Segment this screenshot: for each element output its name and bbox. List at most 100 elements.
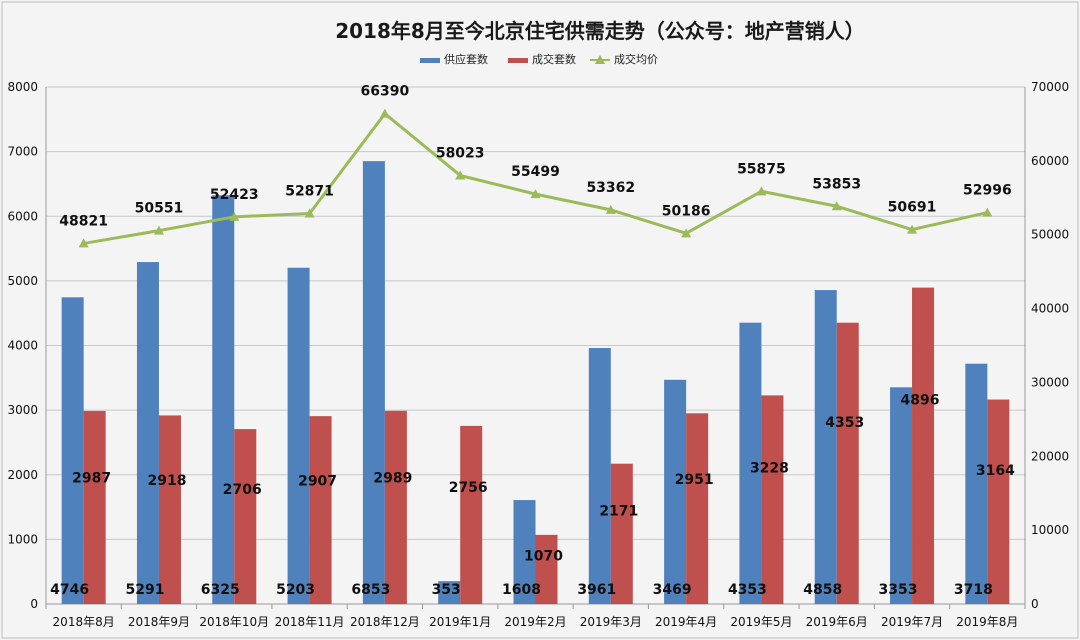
price-marker xyxy=(831,201,842,211)
bar-deals xyxy=(535,534,558,604)
x-tick-label: 2019年3月 xyxy=(580,615,642,629)
bar-supply xyxy=(61,297,84,604)
legend: 供应套数 成交套数 成交均价 xyxy=(420,52,658,66)
data-label-supply: 1608 xyxy=(502,582,541,598)
price-marker xyxy=(78,238,89,248)
bar-deals xyxy=(836,322,859,604)
y-tick-right-label: 70000 xyxy=(1031,80,1069,94)
data-label-price: 66390 xyxy=(361,84,410,100)
bar-deals xyxy=(460,425,483,604)
price-marker xyxy=(304,208,315,218)
x-tick-label: 2019年4月 xyxy=(655,615,717,629)
legend-marker-price xyxy=(595,55,605,64)
bar-supply xyxy=(438,581,461,604)
data-label-price: 50551 xyxy=(135,201,184,217)
legend-swatch-supply xyxy=(420,58,440,63)
y-tick-left-label: 1000 xyxy=(7,532,38,546)
data-label-deals: 4353 xyxy=(825,415,864,431)
y-axis-left: 0 1000 2000 3000 4000 5000 6000 7000 8000 xyxy=(7,80,47,611)
price-marker xyxy=(153,225,164,235)
data-label-supply: 3961 xyxy=(577,582,616,598)
bar-supply xyxy=(739,322,762,604)
bar-supply xyxy=(588,348,611,604)
y-tick-right-label: 30000 xyxy=(1031,375,1069,389)
price-marker xyxy=(982,207,993,217)
bar-deals xyxy=(83,410,106,604)
data-label-deals: 2951 xyxy=(675,472,714,488)
bar-deals xyxy=(912,287,935,604)
line-series xyxy=(78,108,993,248)
bar-supply xyxy=(362,161,385,604)
data-label-price: 52871 xyxy=(285,184,334,200)
data-label-price: 53853 xyxy=(812,176,861,192)
price-marker xyxy=(756,186,767,196)
x-tick-label: 2019年8月 xyxy=(956,615,1018,629)
x-tick-label: 2018年11月 xyxy=(275,615,345,629)
bar-series xyxy=(61,161,1010,604)
x-tick-label: 2018年9月 xyxy=(128,615,190,629)
bar-deals xyxy=(686,413,709,604)
y-tick-left-label: 5000 xyxy=(7,274,38,288)
y-tick-right-label: 50000 xyxy=(1031,228,1069,242)
data-label-deals: 2989 xyxy=(373,470,412,486)
bar-supply xyxy=(513,500,536,604)
data-label-price: 48821 xyxy=(59,213,108,229)
bar-supply xyxy=(664,379,687,604)
data-label-price: 55499 xyxy=(511,164,560,180)
chart-title: 2018年8月至今北京住宅供需走势（公众号：地产营销人） xyxy=(335,19,865,43)
y-tick-left-label: 0 xyxy=(30,597,38,611)
data-label-supply: 6853 xyxy=(351,582,390,598)
data-label-deals: 3164 xyxy=(976,463,1015,479)
data-label-supply: 3353 xyxy=(879,582,918,598)
x-tick-label: 2018年12月 xyxy=(350,615,420,629)
data-label-supply: 6325 xyxy=(201,582,240,598)
data-label-supply: 353 xyxy=(432,582,461,598)
data-label-deals: 2987 xyxy=(72,470,111,486)
x-tick-label: 2018年8月 xyxy=(53,615,115,629)
data-label-supply: 3469 xyxy=(653,582,692,598)
data-label-supply: 4353 xyxy=(728,582,767,598)
y-tick-left-label: 3000 xyxy=(7,403,38,417)
bar-deals xyxy=(158,415,181,604)
y-tick-left-label: 4000 xyxy=(7,339,38,353)
x-tick-label: 2019年2月 xyxy=(504,615,566,629)
data-label-deals: 1070 xyxy=(524,548,563,564)
y-tick-right-label: 60000 xyxy=(1031,154,1069,168)
data-label-deals: 2918 xyxy=(147,473,186,489)
bar-deals xyxy=(761,395,784,604)
legend-label-supply: 供应套数 xyxy=(444,52,488,66)
price-marker xyxy=(681,228,692,238)
data-label-deals: 2756 xyxy=(449,480,488,496)
price-marker xyxy=(605,204,616,214)
legend-label-deals: 成交套数 xyxy=(532,52,576,66)
x-tick-label: 2019年5月 xyxy=(730,615,792,629)
data-label-price: 53362 xyxy=(586,180,635,196)
legend-swatch-deals xyxy=(508,58,528,63)
bar-supply xyxy=(814,290,837,604)
data-label-deals: 4896 xyxy=(901,393,940,409)
bar-deals xyxy=(987,399,1010,604)
data-label-price: 50691 xyxy=(888,200,937,216)
bar-supply xyxy=(287,267,310,604)
data-label-supply: 5291 xyxy=(125,582,164,598)
bar-deals xyxy=(309,416,332,604)
data-label-price: 52423 xyxy=(210,187,259,203)
data-label-supply: 3718 xyxy=(954,582,993,598)
price-marker xyxy=(379,108,390,118)
data-label-price: 50186 xyxy=(662,203,711,219)
gridlines xyxy=(46,86,1025,605)
x-tick-label: 2019年1月 xyxy=(429,615,491,629)
legend-label-price: 成交均价 xyxy=(614,52,658,66)
bar-deals xyxy=(234,429,257,604)
data-label-supply: 4746 xyxy=(50,582,89,598)
y-tick-right-label: 10000 xyxy=(1031,523,1069,537)
data-label-deals: 2706 xyxy=(223,482,262,498)
data-label-supply: 5203 xyxy=(276,582,315,598)
bar-deals xyxy=(610,463,633,604)
data-label-deals: 3228 xyxy=(750,461,789,477)
bar-supply xyxy=(136,262,159,604)
data-label-price: 52996 xyxy=(963,183,1012,199)
data-label-price: 58023 xyxy=(436,145,485,161)
